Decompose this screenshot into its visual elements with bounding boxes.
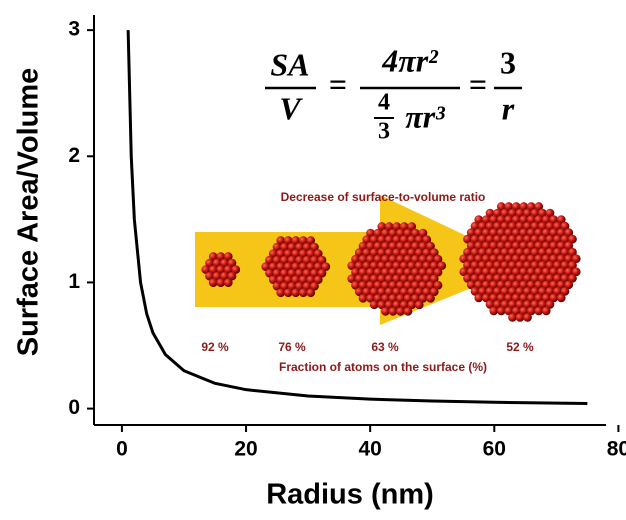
fraction-label: 76 % [278, 340, 306, 354]
atom [370, 300, 379, 309]
cluster [459, 202, 580, 322]
atom [508, 313, 517, 322]
y-tick-label: 3 [68, 18, 80, 41]
atom [359, 294, 368, 303]
fraction-label: 63 % [371, 340, 399, 354]
atom [404, 307, 413, 316]
inset-title: Decrease of surface-to-volume ratio [281, 190, 486, 204]
atom [523, 313, 532, 322]
atom [516, 313, 525, 322]
atom [534, 307, 543, 316]
x-tick-label: 40 [358, 438, 381, 461]
fraction-label: 52 % [506, 340, 534, 354]
eq-text: = [329, 66, 347, 102]
eq-text: = [469, 66, 487, 102]
eq-text: SA [270, 46, 309, 82]
atom [415, 300, 424, 309]
atom [497, 307, 506, 316]
inset-caption: Fraction of atoms on the surface (%) [279, 360, 487, 374]
atom [284, 288, 293, 297]
y-tick-label: 2 [68, 144, 80, 167]
chart: Radius (nm) Surface Area/Volume Decrease… [0, 0, 626, 515]
x-tick-label: 60 [483, 438, 506, 461]
y-tick-label: 0 [68, 396, 80, 419]
eq-text: r [502, 90, 515, 126]
atom [381, 307, 390, 316]
atom [224, 278, 233, 287]
eq-text: 4πr² [381, 42, 439, 78]
y-axis-label: Surface Area/Volume [13, 68, 45, 357]
atom [489, 307, 498, 316]
atom [396, 307, 405, 316]
eq-text: V [279, 90, 303, 126]
eq-text: 3 [378, 119, 390, 145]
x-tick-label: 20 [234, 438, 257, 461]
atom [474, 294, 483, 303]
atom [216, 278, 225, 287]
atom [209, 278, 218, 287]
x-tick-label: 80 [607, 438, 626, 461]
atom [542, 307, 551, 316]
x-axis-label: Radius (nm) [266, 479, 434, 511]
equation: SA V = 4πr² 4 3 πr³ = 3 r [265, 42, 522, 144]
atom [389, 307, 398, 316]
atom [299, 288, 308, 297]
x-tick-label: 0 [116, 438, 128, 461]
atom [557, 294, 566, 303]
atom [291, 288, 300, 297]
fraction-label: 92 % [201, 340, 229, 354]
atom [276, 288, 285, 297]
y-tick-label: 1 [68, 270, 80, 293]
eq-text: πr³ [405, 98, 445, 134]
eq-text: 4 [378, 90, 390, 116]
atom [426, 294, 435, 303]
eq-text: 3 [500, 44, 516, 80]
atom [306, 288, 315, 297]
